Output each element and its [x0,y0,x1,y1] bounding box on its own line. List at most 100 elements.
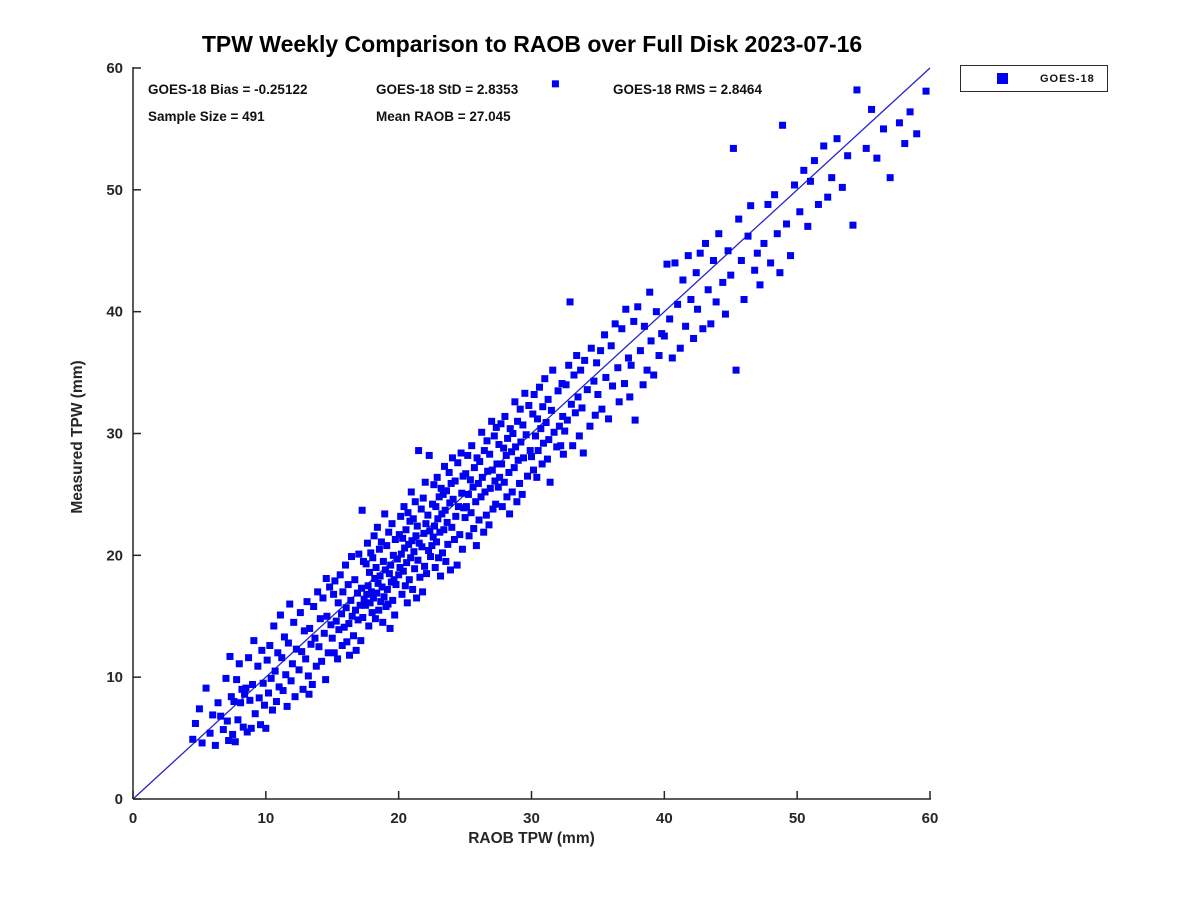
data-point [542,419,550,427]
data-point [350,632,358,640]
data-point [443,518,451,526]
data-point [495,440,503,448]
data-point [361,601,369,609]
data-point [448,523,456,531]
data-point [378,583,386,591]
data-point [358,506,366,514]
data-point [327,621,335,629]
data-point [342,561,350,569]
data-point [320,629,328,637]
data-point [373,523,381,531]
data-point [279,687,287,695]
data-point [488,466,496,474]
data-point [372,564,380,572]
data-point [414,556,422,564]
data-point [450,535,458,543]
data-point [307,640,315,648]
data-point [464,490,472,498]
data-point [537,425,545,433]
data-point [692,269,700,277]
data-point [371,574,379,582]
data-point [650,371,658,379]
data-point [614,364,622,372]
data-point [423,570,431,578]
data-point [304,672,312,680]
data-point [594,391,602,399]
chart-title: TPW Weekly Comparison to RAOB over Full … [201,31,863,57]
data-point [461,514,469,522]
data-point [626,393,634,401]
data-point [615,398,623,406]
data-point [246,696,254,704]
stat-std: GOES-18 StD = 2.8353 [376,82,519,97]
data-point [417,505,425,513]
data-point [647,337,655,345]
data-point [405,540,413,548]
data-point [744,232,752,240]
data-point [234,716,242,724]
data-point [342,604,350,612]
data-point [376,572,384,580]
data-point [247,724,255,732]
data-point [440,526,448,534]
data-point [217,712,225,720]
data-point [272,698,280,706]
data-point [524,472,532,480]
y-tick-label: 30 [106,426,123,443]
data-point [490,432,498,440]
data-point [351,606,359,614]
data-point [913,130,921,138]
data-point [732,366,740,374]
data-point [334,655,342,663]
stat-mean-raob: Mean RAOB = 27.045 [376,109,511,124]
data-point [439,490,447,498]
data-point [771,191,779,199]
data-point [433,538,441,546]
data-point [559,412,567,420]
data-point [573,352,581,360]
data-point [529,410,537,418]
data-point [880,125,888,133]
data-point [434,515,442,523]
data-point [475,516,483,524]
data-point [687,295,695,303]
data-point [415,539,423,547]
data-point [737,256,745,264]
data-point [386,624,394,632]
data-point [418,543,426,551]
data-point [567,400,575,408]
data-point [448,454,456,462]
data-point [324,649,332,657]
data-point [238,685,246,693]
data-point [375,606,383,614]
data-point [602,373,610,381]
data-point [354,616,362,624]
x-tick-label: 60 [922,810,939,827]
data-point [211,741,219,749]
data-point [401,544,409,552]
data-point [696,249,704,257]
data-point [446,499,454,507]
data-point [575,432,583,440]
data-point [456,531,464,539]
data-point [243,728,251,736]
data-point [699,325,707,333]
data-point [229,730,237,738]
data-point [214,699,222,707]
data-point [660,332,668,340]
data-point [435,493,443,501]
data-point [747,202,755,210]
data-point [639,381,647,389]
data-point [379,557,387,565]
data-point [447,479,455,487]
data-point [442,557,450,565]
data-point [368,609,376,617]
data-point [347,596,355,604]
data-point [624,354,632,362]
x-tick-label: 10 [257,810,274,827]
data-point [315,643,323,651]
data-point [429,533,437,541]
data-point [676,344,684,352]
data-point [402,526,410,534]
data-point [514,456,522,464]
